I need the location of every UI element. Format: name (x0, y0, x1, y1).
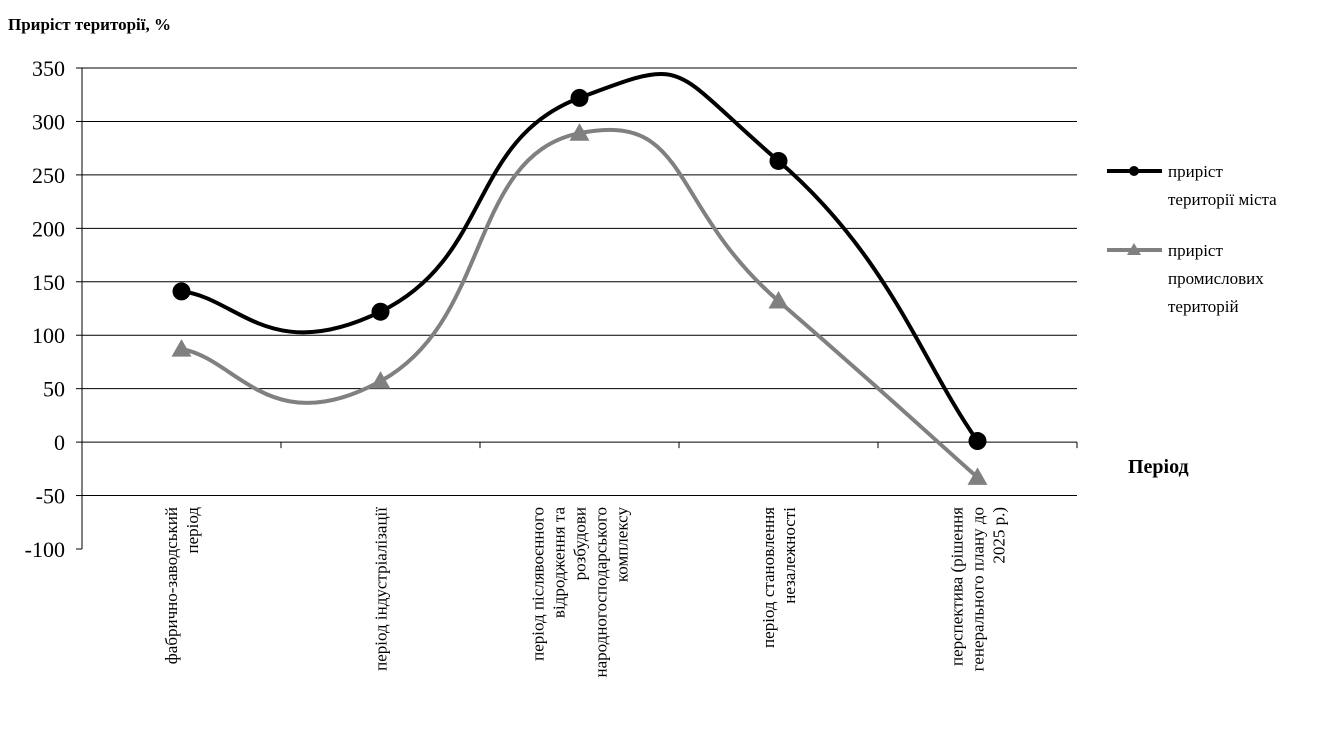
y-tick-label: 300 (32, 109, 65, 134)
y-axis-title: Приріст території, % (8, 15, 171, 34)
y-tick-label: 100 (32, 323, 65, 348)
legend-label-line: територій (1168, 297, 1239, 316)
legend-label: приріст території міста (1168, 162, 1277, 209)
legend-label-line: приріст (1168, 162, 1223, 181)
y-tick-label: 200 (32, 216, 65, 241)
x-tick-label: фабрично-заводський період (162, 507, 202, 665)
x-tick-label-line: незалежності (780, 507, 799, 604)
x-tick-label-line: період (183, 507, 202, 554)
legend-label-line: приріст (1168, 241, 1223, 260)
series-lines (171, 72, 988, 485)
y-tick-label: 150 (32, 270, 65, 295)
data-point (967, 467, 988, 485)
x-tick-label: період післявоєнного відродження та розбуд… (529, 507, 632, 678)
data-point (968, 432, 987, 451)
x-tick-label-line: відродження та (550, 507, 569, 619)
x-tick-label-line: генерального плану до (969, 507, 988, 671)
y-tick-label: 250 (32, 163, 65, 188)
x-tick-label: перспектива (рішення генерального плану д… (948, 507, 1009, 672)
legend-label: приріст промислових територій (1168, 241, 1264, 316)
y-tick-label: -50 (36, 484, 65, 509)
x-tick-labels: фабрично-заводський період період індустрі… (162, 507, 1009, 678)
gridlines (82, 67, 1077, 497)
y-tick-label: 50 (43, 377, 65, 402)
series-line (181, 127, 979, 479)
data-point (768, 291, 789, 309)
x-tick-label-line: період післявоєнного (529, 507, 548, 661)
legend: приріст території міста приріст промислових… (1107, 162, 1277, 316)
data-point (172, 282, 191, 301)
legend-marker (1129, 166, 1139, 176)
data-point (570, 88, 589, 107)
legend-label-line: промислових (1168, 269, 1264, 288)
x-tick-label-line: період індустріалізації (372, 507, 391, 671)
data-point (171, 339, 192, 357)
x-axis-title: Період (1128, 456, 1189, 478)
y-tick-label: -100 (25, 537, 65, 562)
axes (76, 67, 1078, 550)
x-tick-label-line: народногосподарського (592, 507, 611, 677)
x-tick-label-line: фабрично-заводський (162, 507, 181, 664)
data-point (769, 151, 788, 170)
x-tick-label-line: період становлення (759, 507, 778, 648)
data-point (569, 123, 590, 141)
x-tick-label-line: комплексу (613, 507, 632, 583)
legend-label-line: території міста (1168, 190, 1277, 209)
data-point (370, 371, 391, 389)
x-tick-label-line: перспектива (рішення (948, 507, 967, 666)
legend-marker (1127, 243, 1141, 255)
data-point (371, 302, 390, 321)
x-tick-label-line: розбудови (571, 507, 590, 580)
y-tick-label: 350 (32, 56, 65, 81)
x-tick-label: період індустріалізації (372, 507, 391, 671)
y-tick-labels: -100 -50 0 50 100 150 200 250 300 350 (25, 56, 65, 562)
x-tick-label-line: 2025 р.) (990, 507, 1009, 564)
y-tick-label: 0 (54, 430, 65, 455)
x-tick-label: період становлення незалежності (759, 507, 799, 648)
